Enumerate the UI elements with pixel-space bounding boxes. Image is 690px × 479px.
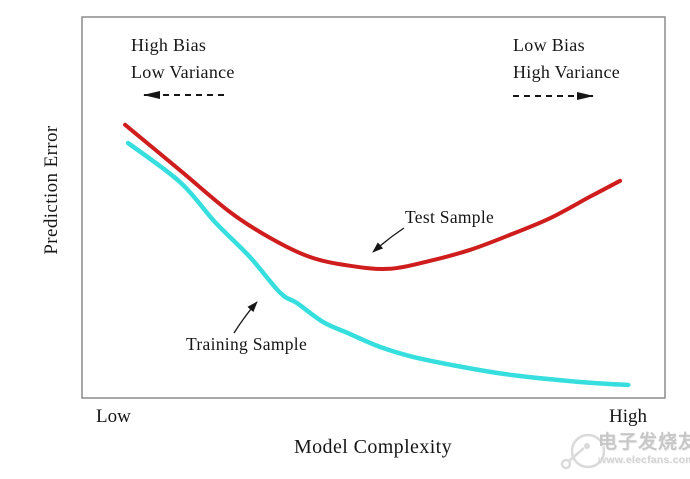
annotation-line: Low Bias: [513, 35, 585, 55]
training-sample-pointer-arrow: [233, 301, 258, 334]
x-tick-low: Low: [96, 406, 131, 427]
annotation-line: High Variance: [513, 62, 621, 82]
high-bias-low-variance-annotation: High Bias Low Variance: [131, 32, 235, 86]
watermark-site-url: www.elecfans.com: [598, 454, 690, 466]
training-sample-curve: [125, 140, 631, 388]
test-sample-curve: [123, 122, 623, 272]
y-axis-label: Prediction Error: [41, 125, 62, 255]
watermark-brand-text: 电子发烧友: [598, 432, 690, 453]
low-bias-high-variance-annotation: Low Bias High Variance: [513, 32, 620, 86]
training-sample-label: Training Sample: [186, 334, 308, 354]
x-tick-high: High: [609, 406, 647, 427]
elecfans-logo-icon: [560, 433, 606, 470]
x-axis-label: Model Complexity: [293, 436, 453, 458]
annotation-line: Low Variance: [131, 62, 235, 82]
annotation-line: High Bias: [131, 35, 207, 55]
watermark: 电子发烧友 www.elecfans.com: [598, 431, 690, 466]
test-sample-pointer-arrow: [372, 227, 405, 253]
test-sample-label: Test Sample: [405, 207, 495, 227]
